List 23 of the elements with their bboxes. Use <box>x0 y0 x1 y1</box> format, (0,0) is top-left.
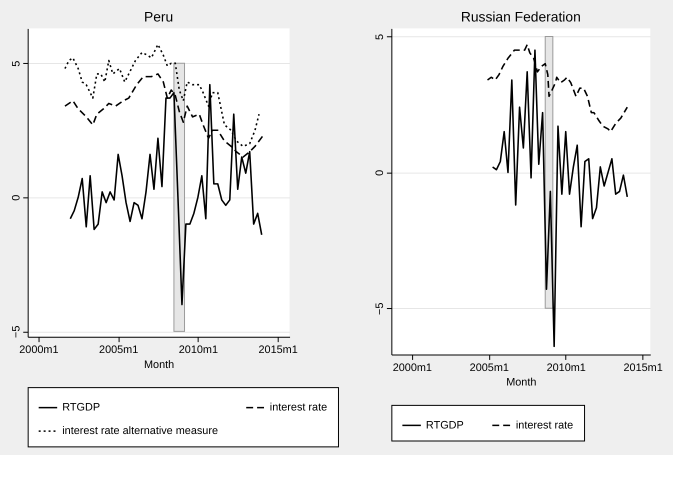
x-tick-label: 2005m1 <box>470 362 509 374</box>
y-tick-label: −5 <box>10 326 22 338</box>
x-tick-label: 2000m1 <box>392 362 432 374</box>
y-tick-label: 0 <box>374 170 386 176</box>
x-tick-label: 2015m1 <box>624 362 663 374</box>
legend-label: RTGDP <box>426 419 464 432</box>
y-tick-label: −5 <box>374 302 386 315</box>
x-axis-title: Month <box>506 376 536 389</box>
x-tick-label: 2005m1 <box>99 344 138 356</box>
y-tick-label: 0 <box>10 194 22 201</box>
legend-label: interest rate <box>516 419 574 432</box>
y-tick-label: 5 <box>10 60 22 67</box>
x-tick-label: 2015m1 <box>258 344 298 356</box>
legend-label: interest rate <box>270 402 328 414</box>
x-tick-label: 2010m1 <box>178 344 218 356</box>
chart-title: Russian Federation <box>460 8 581 24</box>
legend-label: interest rate alternative measure <box>62 425 218 438</box>
x-tick-label: 2010m1 <box>546 362 586 374</box>
chart-title: Peru <box>144 8 174 24</box>
legend-label: RTGDP <box>62 402 100 414</box>
x-tick-label: 2000m1 <box>19 344 58 356</box>
x-axis-title: Month <box>144 358 174 371</box>
y-tick-label: 5 <box>374 34 386 40</box>
